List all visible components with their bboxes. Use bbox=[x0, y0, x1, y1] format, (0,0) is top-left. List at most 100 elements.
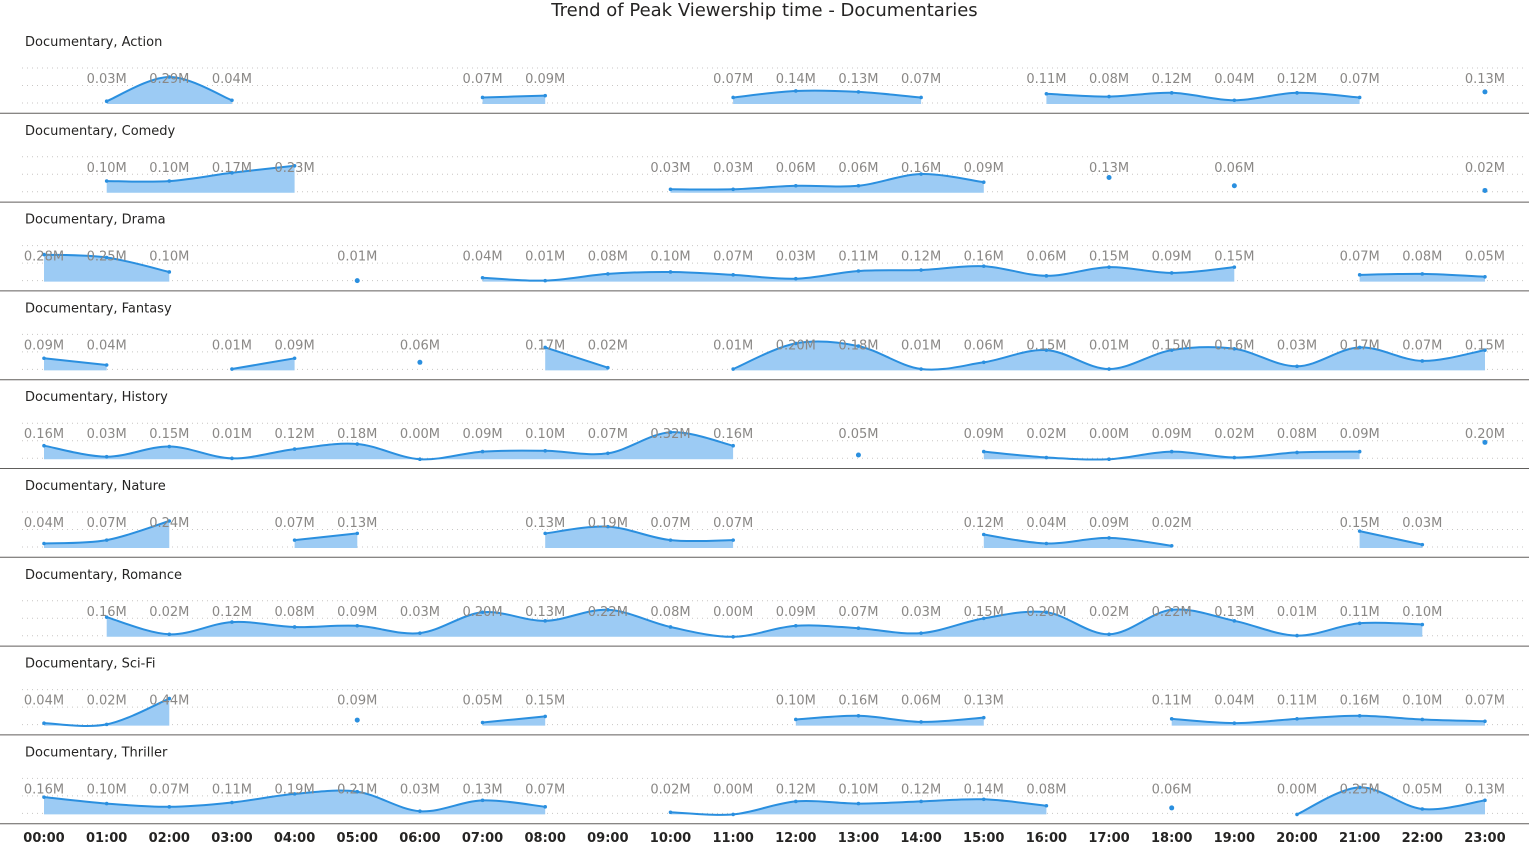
series-line bbox=[106, 164, 295, 183]
data-label: 0.25M bbox=[1340, 782, 1380, 797]
data-point bbox=[230, 456, 234, 461]
series-line bbox=[544, 346, 609, 369]
data-label: 0.20M bbox=[1465, 427, 1505, 442]
data-point bbox=[1169, 91, 1174, 95]
data-label: 0.23M bbox=[275, 161, 315, 176]
data-label: 0.07M bbox=[462, 72, 502, 87]
x-tick-label: 21:00 bbox=[1339, 831, 1380, 846]
data-point bbox=[1107, 632, 1111, 637]
data-point bbox=[794, 341, 798, 346]
data-label: 0.06M bbox=[1152, 782, 1192, 797]
series-line bbox=[231, 357, 295, 370]
area-fill bbox=[44, 358, 107, 371]
area-fill bbox=[795, 715, 984, 726]
data-point bbox=[543, 531, 547, 536]
data-label: 0.16M bbox=[24, 427, 64, 442]
data-point bbox=[1232, 347, 1237, 351]
data-point bbox=[981, 264, 986, 268]
data-point bbox=[167, 75, 172, 79]
data-label: 0.15M bbox=[1214, 250, 1254, 265]
data-label: 0.17M bbox=[1340, 338, 1380, 353]
data-label: 0.00M bbox=[713, 782, 753, 797]
data-label: 0.01M bbox=[212, 427, 252, 442]
data-point bbox=[1483, 274, 1487, 279]
panel-label: Documentary, Nature bbox=[25, 479, 166, 494]
x-tick-label: 05:00 bbox=[337, 831, 378, 846]
panel-5: Documentary, History 0.16M 0.03M 0.15M 0.01M… bbox=[0, 390, 1529, 469]
panel-4: Documentary, Fantasy 0.09M 0.04M 0.01M 0.09M… bbox=[0, 301, 1529, 381]
data-point bbox=[292, 164, 297, 168]
panel-label: Documentary, Comedy bbox=[25, 124, 176, 139]
data-label: 0.07M bbox=[838, 605, 878, 620]
data-label: 0.11M bbox=[1340, 605, 1380, 620]
data-label: 0.11M bbox=[1152, 694, 1192, 709]
data-label: 0.06M bbox=[964, 338, 1004, 353]
data-label: 0.13M bbox=[1465, 72, 1505, 87]
data-point bbox=[1231, 183, 1237, 189]
data-label: 0.09M bbox=[462, 427, 502, 442]
data-point bbox=[1169, 805, 1175, 811]
data-label: 0.18M bbox=[337, 427, 377, 442]
data-point bbox=[1295, 364, 1299, 369]
data-label: 0.13M bbox=[1089, 161, 1129, 176]
data-point bbox=[856, 90, 861, 94]
data-label: 0.07M bbox=[149, 782, 189, 797]
data-label: 0.32M bbox=[650, 427, 690, 442]
data-label: 0.07M bbox=[713, 250, 753, 265]
data-point bbox=[543, 714, 547, 719]
data-point bbox=[981, 180, 986, 185]
data-point bbox=[856, 344, 861, 348]
data-point bbox=[731, 367, 735, 371]
data-point bbox=[42, 541, 46, 546]
data-label: 0.12M bbox=[901, 250, 941, 265]
data-point bbox=[919, 799, 923, 804]
data-point bbox=[1169, 608, 1174, 612]
data-point bbox=[1420, 807, 1425, 811]
data-label: 0.08M bbox=[1026, 782, 1066, 797]
data-label: 0.12M bbox=[901, 782, 941, 797]
data-label: 0.16M bbox=[24, 782, 64, 797]
data-point bbox=[480, 449, 485, 454]
data-point bbox=[355, 531, 360, 536]
x-tick-label: 15:00 bbox=[963, 831, 1004, 846]
data-label: 0.03M bbox=[1277, 338, 1317, 353]
data-label: 0.11M bbox=[1277, 694, 1317, 709]
data-label: 0.09M bbox=[337, 605, 377, 620]
data-label: 0.00M bbox=[1089, 427, 1129, 442]
data-label: 0.12M bbox=[275, 427, 315, 442]
data-label: 0.06M bbox=[838, 161, 878, 176]
data-point bbox=[981, 797, 986, 802]
data-label: 0.44M bbox=[149, 694, 189, 709]
x-tick-label: 22:00 bbox=[1402, 831, 1443, 846]
data-label: 0.01M bbox=[525, 250, 565, 265]
data-label: 0.04M bbox=[1214, 72, 1254, 87]
data-label: 0.28M bbox=[24, 250, 64, 265]
data-label: 0.09M bbox=[776, 605, 816, 620]
data-label: 0.01M bbox=[212, 338, 252, 353]
data-point bbox=[42, 795, 46, 799]
data-label: 0.02M bbox=[588, 338, 628, 353]
data-label: 0.10M bbox=[87, 782, 127, 797]
panel-label: Documentary, History bbox=[25, 390, 168, 405]
data-point bbox=[104, 722, 109, 727]
data-point bbox=[42, 356, 46, 361]
data-label: 0.11M bbox=[1026, 72, 1066, 87]
data-label: 0.24M bbox=[149, 516, 189, 531]
data-label: 0.10M bbox=[776, 694, 816, 709]
data-point bbox=[1232, 721, 1237, 725]
data-label: 0.12M bbox=[212, 605, 252, 620]
series-line bbox=[43, 357, 107, 366]
data-point bbox=[731, 443, 735, 448]
data-label: 0.15M bbox=[1340, 516, 1380, 531]
data-label: 0.05M bbox=[1402, 782, 1442, 797]
data-point bbox=[856, 183, 861, 188]
data-label: 0.09M bbox=[337, 694, 377, 709]
data-point bbox=[1169, 348, 1174, 352]
data-label: 0.01M bbox=[337, 250, 377, 265]
data-point bbox=[606, 524, 610, 529]
data-point bbox=[981, 532, 986, 537]
data-label: 0.02M bbox=[1214, 427, 1254, 442]
area-fill bbox=[44, 521, 170, 548]
data-label: 0.00M bbox=[1277, 782, 1317, 797]
data-point bbox=[1357, 95, 1362, 100]
